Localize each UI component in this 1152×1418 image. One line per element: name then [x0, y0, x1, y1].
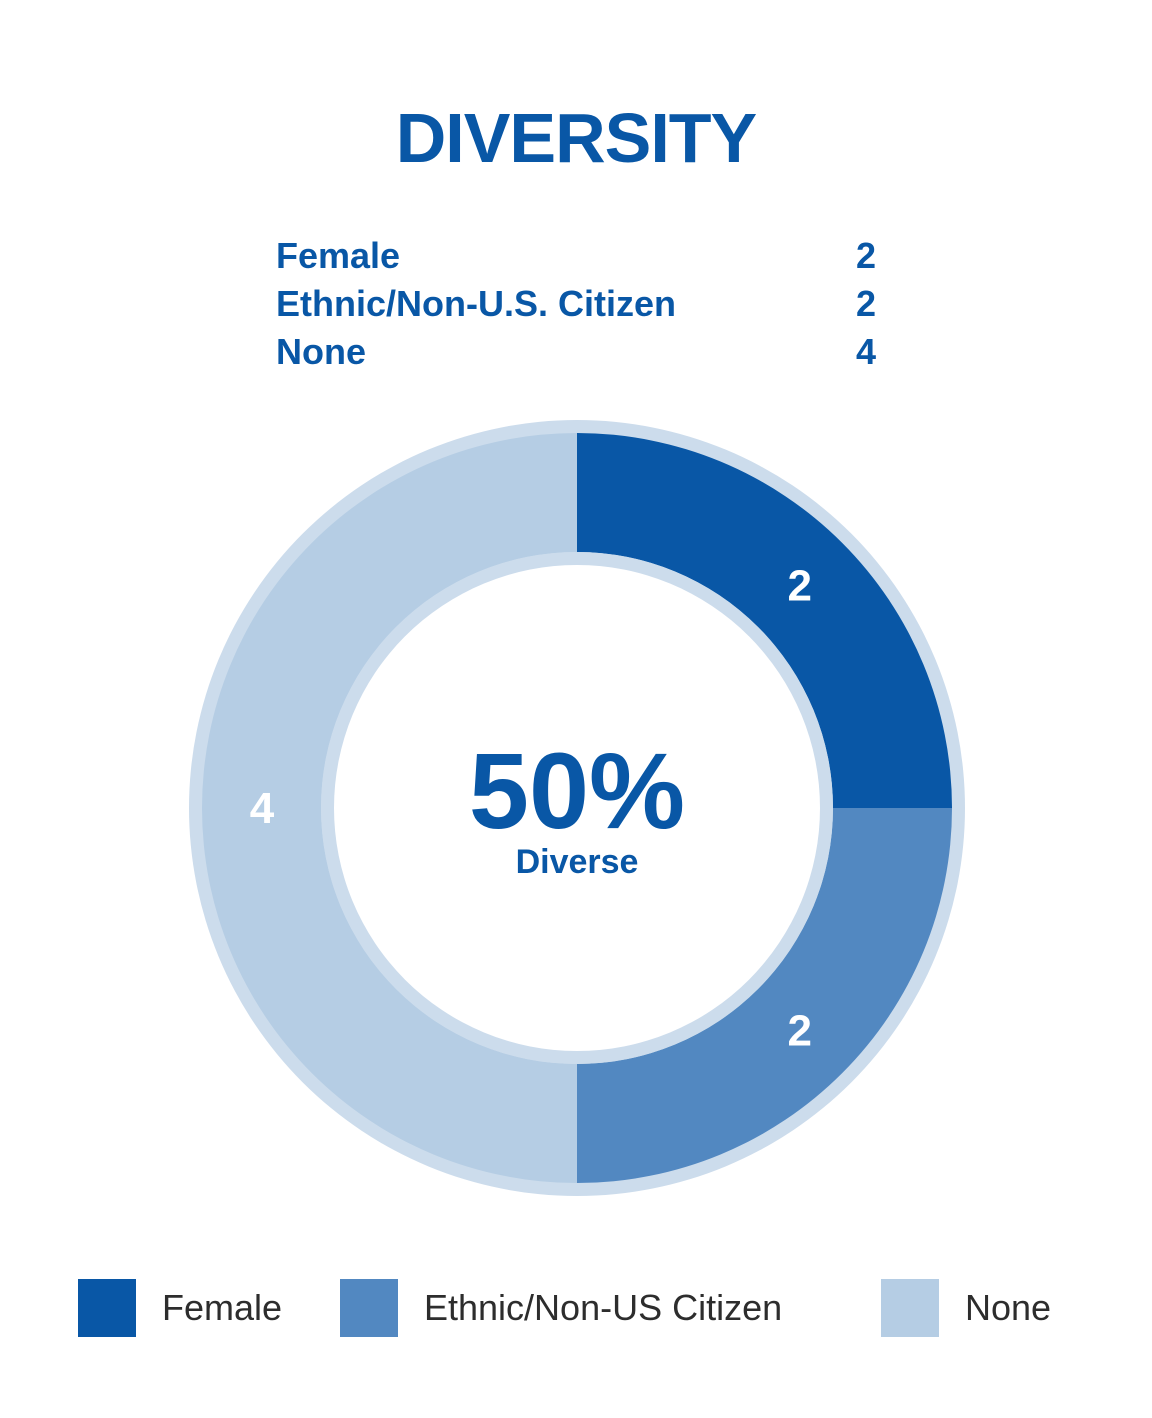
legend-item-none: None	[881, 1278, 1051, 1338]
chart-title: DIVERSITY	[395, 99, 758, 177]
legend-label: Female	[162, 1287, 283, 1328]
center-label: Diverse	[516, 843, 639, 881]
center-value: 50%	[469, 730, 685, 851]
legend-swatch	[881, 1279, 939, 1337]
legend-swatch	[340, 1279, 398, 1337]
stat-value: 4	[855, 331, 876, 372]
stat-row-female: Female 2	[276, 232, 876, 280]
stat-label: Female	[276, 235, 401, 276]
legend-label: Ethnic/Non-US Citizen	[424, 1287, 783, 1328]
stat-label: Ethnic/Non-U.S. Citizen	[276, 283, 676, 324]
stat-value: 2	[855, 283, 876, 324]
slice-labels: 2 2 4	[250, 561, 812, 1055]
stat-value: 2	[855, 235, 876, 276]
stat-label: None	[276, 331, 366, 372]
stat-row-none: None 4	[276, 328, 876, 376]
donut-slice-ethnic-non-us-citizen	[577, 808, 952, 1183]
center-hole	[334, 565, 820, 1051]
donut-slices	[202, 433, 952, 1183]
legend-label: None	[965, 1287, 1052, 1328]
legend-item-female: Female	[78, 1278, 282, 1338]
slice-value-label: 2	[787, 561, 811, 610]
legend: Female Ethnic/Non-US Citizen None	[0, 1278, 1152, 1338]
stat-row-ethnic: Ethnic/Non-U.S. Citizen 2	[276, 280, 876, 328]
legend-swatch	[78, 1279, 136, 1337]
slice-value-label: 2	[787, 1007, 811, 1056]
donut-slice-female	[577, 433, 952, 808]
stats-table: Female 2 Ethnic/Non-U.S. Citizen 2 None …	[276, 232, 876, 376]
legend-item-ethnic: Ethnic/Non-US Citizen	[340, 1278, 782, 1338]
slice-value-label: 4	[250, 784, 275, 833]
donut-slice-none	[202, 433, 577, 1183]
